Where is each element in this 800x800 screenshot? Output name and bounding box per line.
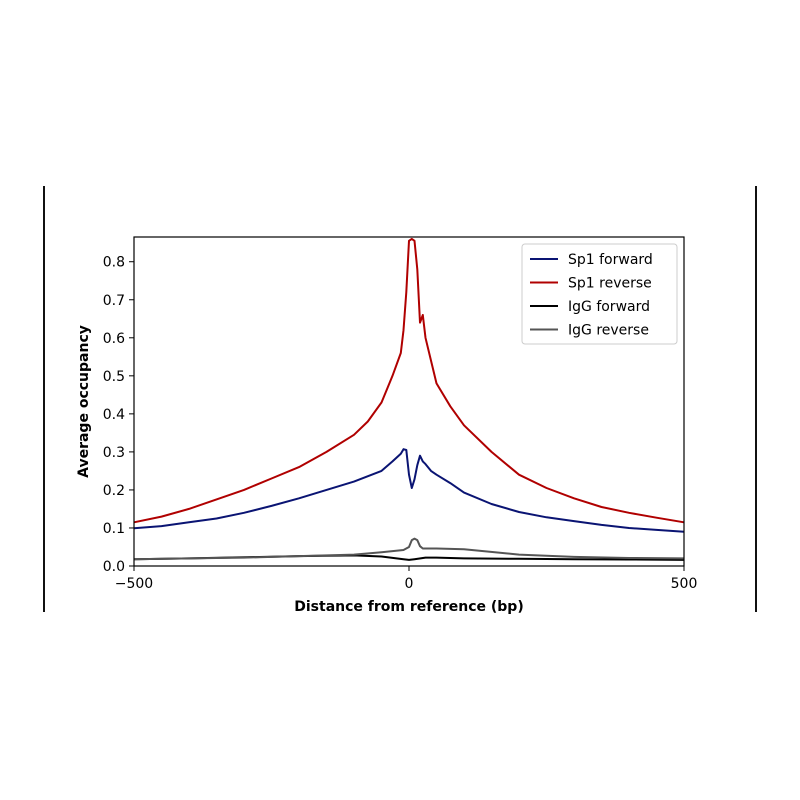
legend-box — [521, 243, 678, 345]
x-tick-label: 500 — [671, 576, 698, 592]
x-tick-label: 0 — [405, 576, 414, 592]
y-tick-label: 0.5 — [103, 369, 125, 385]
legend-label-1: Sp1 reverse — [568, 276, 652, 292]
series-lines — [133, 237, 685, 561]
y-tick-label: 0.8 — [103, 255, 125, 271]
x-axis: −500 0 500 — [115, 566, 698, 592]
legend-label-3: IgG reverse — [568, 323, 649, 339]
y-axis-label: Average occupancy — [76, 325, 92, 478]
series-line-0 — [133, 448, 685, 533]
legend-label-2: IgG forward — [568, 299, 650, 315]
y-tick-label: 0.7 — [103, 293, 125, 309]
legend: Sp1 forward Sp1 reverse IgG forward IgG rev… — [521, 243, 678, 345]
left-border-line — [43, 186, 45, 612]
y-tick-label: 0.4 — [103, 407, 125, 423]
y-tick-label: 0.1 — [103, 521, 125, 537]
y-tick-label: 0.3 — [103, 445, 125, 461]
y-tick-label: 0.6 — [103, 331, 125, 347]
series-line-1 — [133, 237, 685, 524]
y-tick-label: 0.2 — [103, 483, 125, 499]
y-axis: 0.0 0.1 0.2 0.3 0.4 0.5 0.6 0.7 0.8 — [103, 255, 134, 575]
x-axis-label: Distance from reference (bp) — [294, 599, 523, 615]
right-border-line — [755, 186, 757, 612]
y-tick-label: 0.0 — [103, 559, 125, 575]
series-line-3 — [133, 537, 685, 561]
legend-label-0: Sp1 forward — [568, 252, 653, 268]
x-tick-label: −500 — [115, 576, 153, 592]
